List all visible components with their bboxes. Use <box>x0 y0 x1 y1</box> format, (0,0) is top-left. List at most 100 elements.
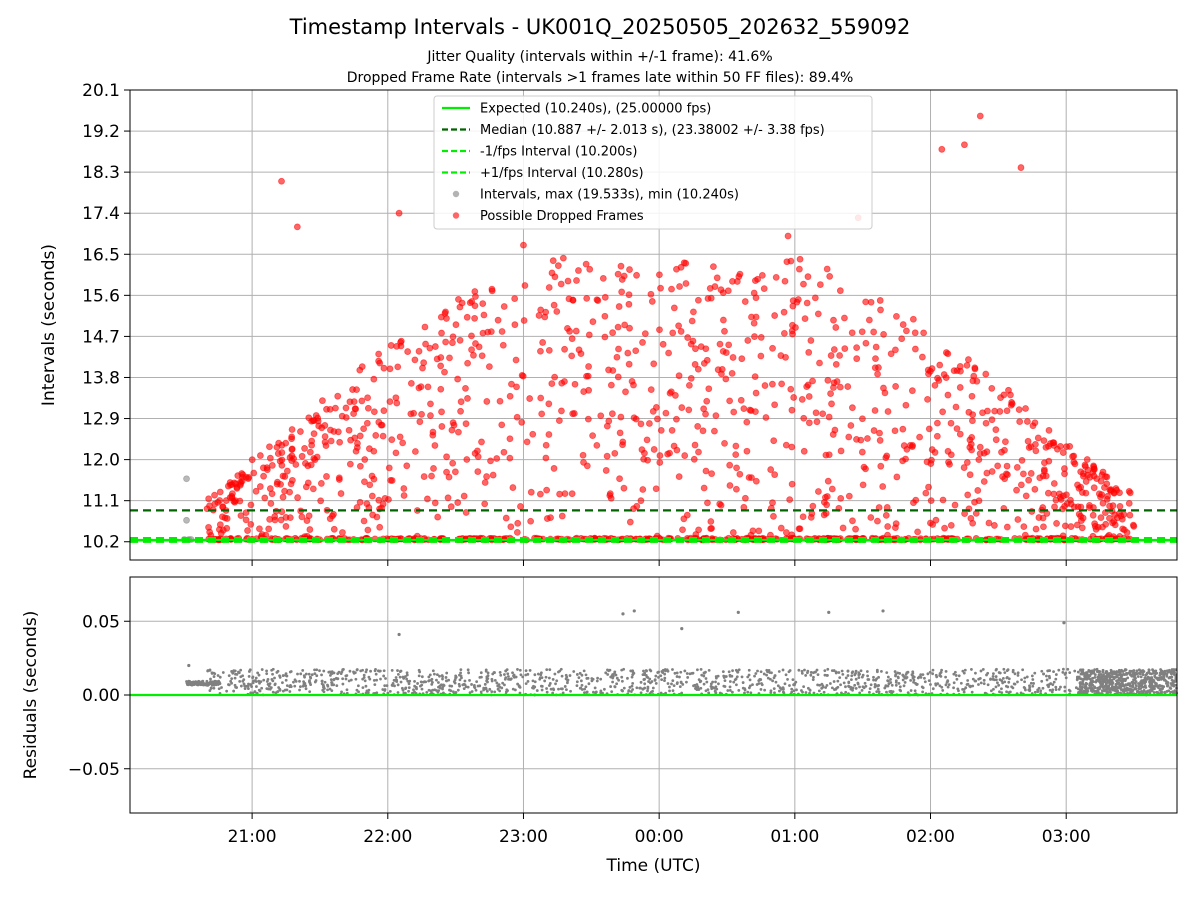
residual-point <box>1112 672 1116 676</box>
dropped-frame-point <box>499 341 507 349</box>
dropped-frame-point <box>585 386 593 394</box>
residual-point <box>479 690 483 694</box>
dropped-frame-point <box>813 418 821 426</box>
dropped-frame-point <box>927 519 934 527</box>
residual-point <box>639 680 643 684</box>
residual-point <box>1091 679 1095 683</box>
dropped-frame-point <box>752 294 760 302</box>
residual-point <box>251 681 255 685</box>
residual-point <box>299 685 302 689</box>
residual-point <box>760 682 763 685</box>
residual-point <box>609 685 613 688</box>
dropped-frame-point <box>758 272 766 279</box>
residual-point <box>308 690 312 694</box>
dropped-frame-point <box>676 283 683 290</box>
dropped-frame-point <box>700 359 708 367</box>
residual-point <box>361 668 364 672</box>
y-tick-label: 19.2 <box>82 122 120 142</box>
residual-point <box>1016 680 1019 684</box>
dropped-frame-point <box>529 430 537 438</box>
dropped-frame-point <box>782 353 789 361</box>
residual-point <box>1142 670 1146 673</box>
dropped-frame-point <box>666 449 673 457</box>
dropped-frame-point <box>265 525 273 533</box>
residual-point <box>524 669 528 673</box>
residual-point <box>1042 672 1045 676</box>
dropped-frame-point <box>812 409 820 417</box>
dropped-frame-point <box>956 384 964 391</box>
dropped-frame-point <box>263 464 271 472</box>
dropped-frame-point <box>728 369 736 377</box>
residual-point <box>296 672 299 676</box>
residual-point <box>766 676 770 680</box>
residual-point <box>849 687 853 691</box>
dropped-frame-point <box>568 352 576 360</box>
residual-point <box>1005 690 1008 694</box>
dropped-frame-point <box>947 419 955 427</box>
dropped-frame-point <box>485 363 493 371</box>
residual-point <box>844 676 848 680</box>
residual-point <box>642 669 645 673</box>
residual-point <box>396 669 399 672</box>
residual-point <box>375 678 379 682</box>
residual-point <box>1083 677 1087 680</box>
dropped-frame-point <box>702 467 710 475</box>
dropped-frame-point <box>718 370 725 378</box>
residual-point <box>659 691 663 695</box>
residual-point <box>746 690 750 694</box>
dropped-frame-point <box>449 459 457 467</box>
residual-point <box>580 673 584 677</box>
residual-point <box>1029 681 1033 685</box>
residual-point <box>292 680 295 684</box>
residual-point <box>1159 669 1163 673</box>
dropped-frame-point <box>1110 489 1118 497</box>
residual-point <box>778 689 781 693</box>
dropped-frame-point <box>814 310 822 318</box>
residual-point <box>233 669 237 673</box>
residual-point <box>1121 670 1125 673</box>
dropped-frame-point <box>1031 419 1039 427</box>
dropped-frame-point <box>1040 523 1047 531</box>
dropped-frame-point <box>392 449 400 457</box>
residual-point <box>1106 673 1109 677</box>
dropped-frame-point <box>667 388 675 396</box>
residual-point <box>1165 684 1169 688</box>
residual-point <box>1126 682 1130 686</box>
residual-point <box>1016 673 1020 677</box>
residual-point <box>332 678 336 682</box>
residual-point <box>435 673 439 676</box>
residual-point <box>1144 686 1148 689</box>
dropped-frame-point <box>625 360 633 368</box>
residual-point <box>1171 669 1174 673</box>
residual-point <box>227 674 231 678</box>
dropped-frame-point <box>947 451 955 459</box>
dropped-frame-point <box>512 356 520 364</box>
residual-point <box>1136 675 1140 678</box>
dropped-frame-point <box>1022 405 1029 412</box>
dropped-frame-point <box>924 396 931 403</box>
dropped-frame-point <box>741 494 749 502</box>
dropped-frame-point <box>407 380 415 387</box>
dropped-frame-point <box>1021 531 1029 539</box>
legend-label: +1/fps Interval (10.280s) <box>480 166 644 181</box>
residual-point <box>938 684 942 688</box>
dropped-frame-point <box>508 380 515 388</box>
residual-point <box>809 673 813 677</box>
dropped-frame-point <box>424 383 432 391</box>
residual-point <box>468 691 472 695</box>
dropped-frame-point <box>216 488 224 496</box>
dropped-frame-point <box>682 259 690 267</box>
dropped-frame-point <box>338 412 346 420</box>
residual-point <box>1097 679 1101 683</box>
interval-point <box>183 516 190 524</box>
residual-point <box>1098 687 1102 691</box>
dropped-frame-point <box>238 473 246 481</box>
dropped-frame-point <box>1001 446 1008 454</box>
dropped-frame-point <box>288 452 296 460</box>
dropped-frame-point <box>568 490 576 498</box>
residual-point <box>904 673 908 676</box>
dropped-frame-point <box>858 448 866 456</box>
dropped-frame-point <box>712 412 720 420</box>
dropped-frame-point <box>721 327 728 335</box>
residual-point <box>1148 691 1152 695</box>
